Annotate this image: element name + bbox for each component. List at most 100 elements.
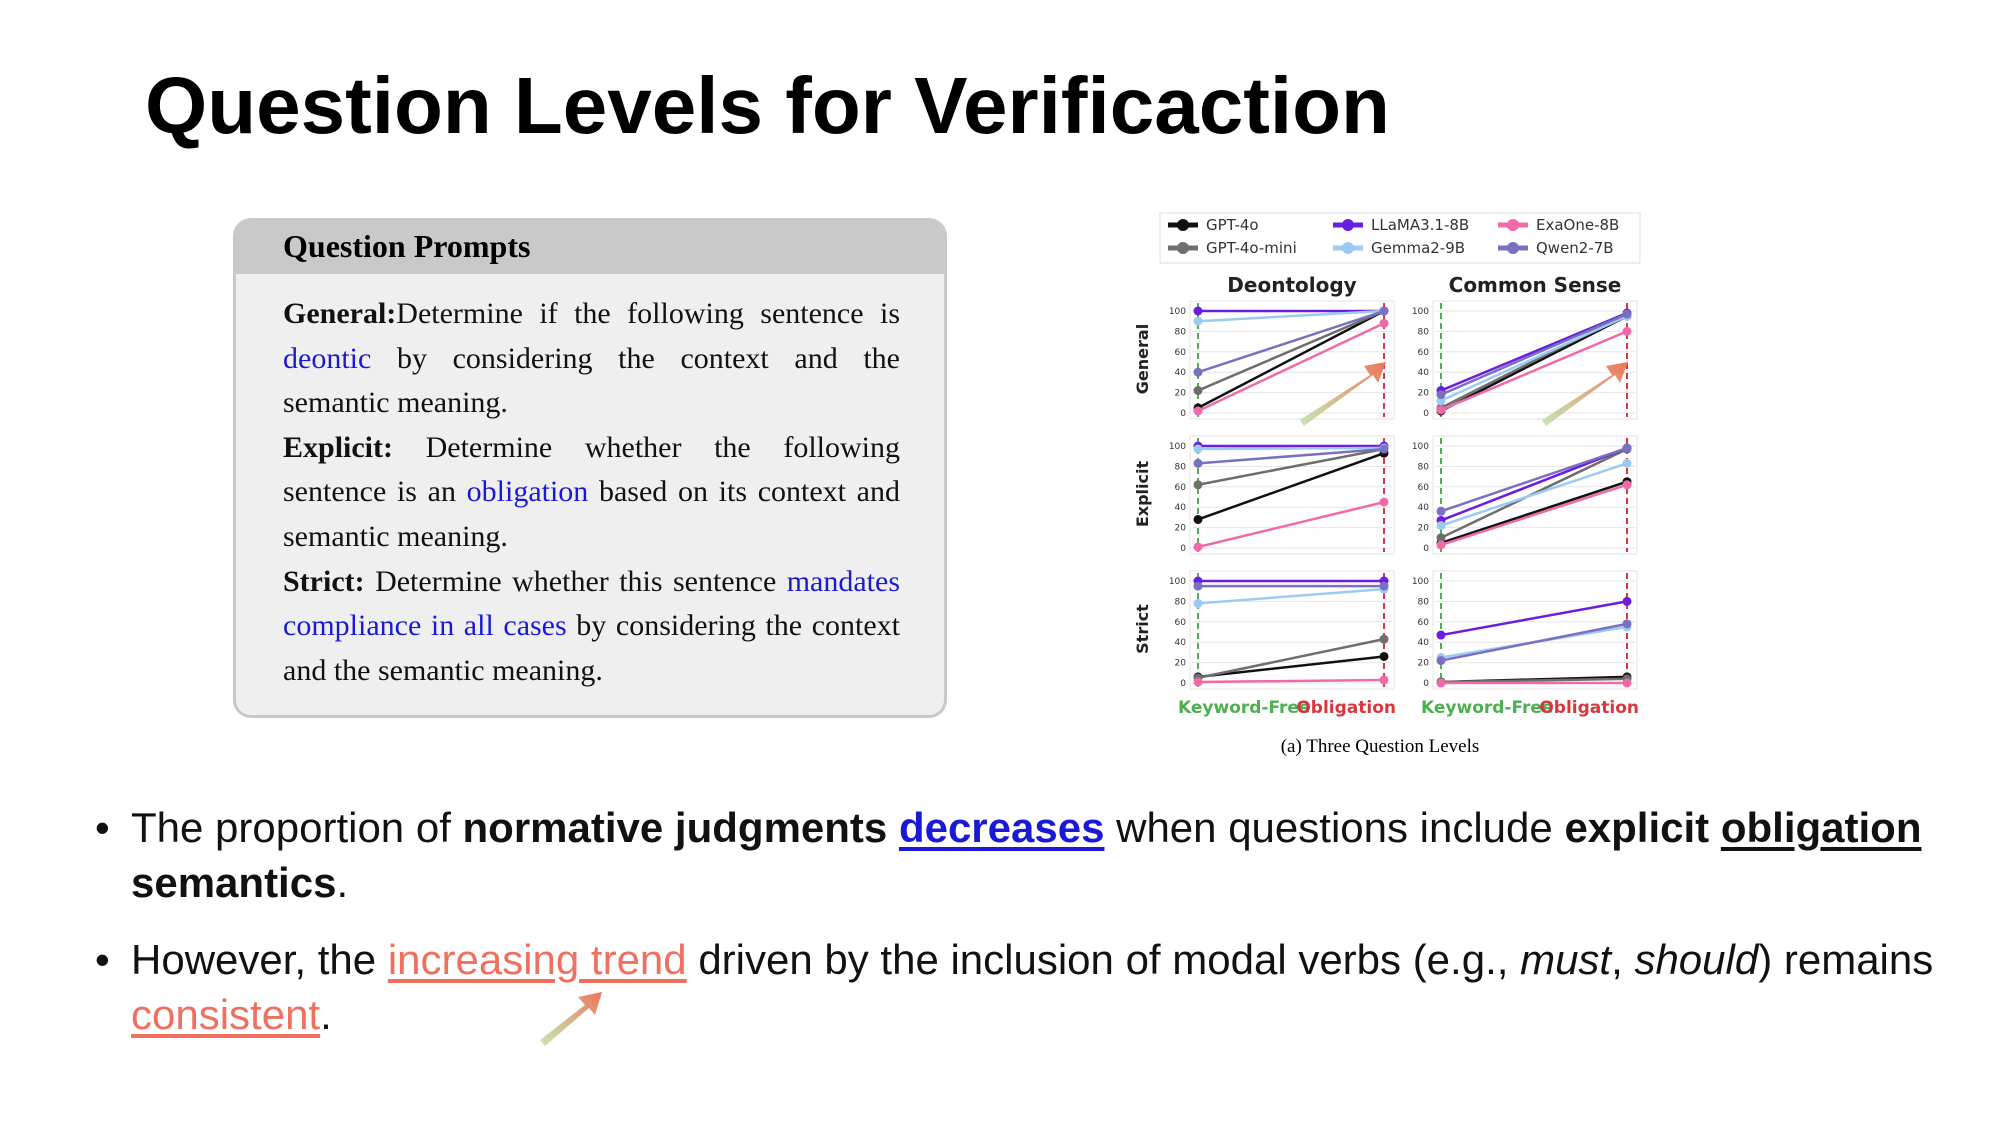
series-line xyxy=(1440,483,1628,547)
series-line xyxy=(1440,622,1628,662)
x-category-label: Obligation xyxy=(1539,698,1639,718)
y-tick-label: 40 xyxy=(1418,503,1430,513)
y-tick-label: 20 xyxy=(1175,524,1187,534)
y-tick-label: 40 xyxy=(1418,638,1430,648)
series-point xyxy=(1622,443,1632,453)
series-point xyxy=(1193,514,1203,524)
series-line xyxy=(1440,462,1628,527)
y-tick-label: 60 xyxy=(1175,618,1187,628)
y-tick-label: 60 xyxy=(1175,348,1187,358)
legend-dot xyxy=(1507,242,1519,254)
panel-frame xyxy=(1432,300,1638,420)
series-point xyxy=(1436,405,1446,415)
bullet-bold: obligation xyxy=(1720,804,1922,851)
series-line xyxy=(1197,309,1385,392)
series-line xyxy=(1197,309,1385,410)
y-tick-label: 0 xyxy=(1180,544,1186,554)
legend-label: LLaMA3.1-8B xyxy=(1371,216,1469,234)
column-title: Deontology xyxy=(1227,273,1356,297)
panel-frame xyxy=(1189,570,1395,690)
y-tick-label: 80 xyxy=(1418,462,1430,472)
series-point xyxy=(1193,458,1203,468)
prompt-text: Determine whether the following sentence… xyxy=(283,430,900,509)
series-line xyxy=(1197,446,1385,451)
row-title: Explicit xyxy=(1133,461,1152,528)
series-line xyxy=(1197,322,1385,413)
y-tick-label: 100 xyxy=(1169,442,1186,452)
prompt-label: General: xyxy=(283,297,397,330)
y-tick-label: 40 xyxy=(1418,368,1430,378)
prompt-item: General:Determine if the following sente… xyxy=(283,292,900,426)
bullet-text: However, the xyxy=(131,936,388,983)
prompt-text: based on its context and semantic meanin… xyxy=(283,475,900,553)
legend-dot xyxy=(1507,219,1519,231)
series-point xyxy=(1193,480,1203,490)
series-point xyxy=(1379,675,1389,685)
y-tick-label: 20 xyxy=(1418,389,1430,399)
series-point xyxy=(1436,678,1446,688)
series-line xyxy=(1440,480,1628,545)
y-tick-label: 100 xyxy=(1412,577,1429,587)
y-tick-label: 60 xyxy=(1175,483,1187,493)
series-point xyxy=(1193,598,1203,608)
series-point xyxy=(1193,444,1203,454)
series-point xyxy=(1379,581,1389,591)
panel-frame xyxy=(1432,435,1638,555)
plots: GPT-4o GPT-4o-mini LLaMA3.1-8B Gemma2-9B Exa… xyxy=(1133,216,1639,718)
series-point xyxy=(1436,540,1446,550)
series-point xyxy=(1379,306,1389,316)
series-point xyxy=(1622,309,1632,319)
legend-dot xyxy=(1342,242,1354,254)
bullet-text: . xyxy=(336,859,349,906)
bullet: The proportion of normative judgments de… xyxy=(95,800,1975,910)
panel-frame xyxy=(1189,300,1395,420)
prompt-text: by considering the context and the seman… xyxy=(283,609,900,687)
legend-frame xyxy=(1159,212,1641,264)
series-line xyxy=(1440,314,1628,413)
series-point xyxy=(1193,542,1203,552)
series-point xyxy=(1622,480,1632,490)
series-line xyxy=(1197,500,1385,549)
y-tick-label: 80 xyxy=(1175,327,1187,337)
series-point xyxy=(1436,533,1446,543)
series-point xyxy=(1622,619,1632,629)
series-point xyxy=(1379,318,1389,328)
figure-caption: (a) Three Question Levels xyxy=(1281,736,1480,757)
slide-title: Question Levels for Verificaction xyxy=(145,61,1390,150)
series-point xyxy=(1193,367,1203,377)
series-point xyxy=(1436,390,1446,400)
panel-frame xyxy=(1432,570,1638,690)
prompt-text: Determine whether this sentence xyxy=(364,564,787,598)
y-tick-label: 20 xyxy=(1418,524,1430,534)
y-tick-label: 100 xyxy=(1169,307,1186,317)
legend-dot xyxy=(1177,219,1189,231)
series-line xyxy=(1197,587,1385,605)
y-tick-label: 0 xyxy=(1180,409,1186,419)
y-tick-label: 0 xyxy=(1423,409,1429,419)
bullet-text: when questions include xyxy=(1104,804,1565,851)
bullet-bold: explicit xyxy=(1564,804,1721,851)
series-point xyxy=(1436,506,1446,516)
bullet-text: ) remains xyxy=(1758,936,1934,983)
bullet-italic: must xyxy=(1520,936,1612,983)
prompt-header: Question Prompts xyxy=(236,218,944,274)
y-tick-label: 60 xyxy=(1418,618,1430,628)
series-line xyxy=(1440,446,1628,513)
series-line xyxy=(1197,309,1385,374)
series-line xyxy=(1197,447,1385,486)
bullet-text: The proportion of xyxy=(131,804,463,851)
y-tick-label: 0 xyxy=(1180,679,1186,689)
series-point xyxy=(1193,406,1203,416)
x-category-label: Keyword-Free xyxy=(1421,698,1553,718)
prompt-text: by considering the context and the seman… xyxy=(283,341,900,420)
bullet-list: The proportion of normative judgments de… xyxy=(95,800,1975,1064)
y-tick-label: 40 xyxy=(1175,638,1187,648)
series-point xyxy=(1193,386,1203,396)
prompt-box: Question Prompts General:Determine if th… xyxy=(233,218,947,718)
bullet-bold: normative judgments xyxy=(462,804,899,851)
bullet-italic: should xyxy=(1634,936,1759,983)
series-line xyxy=(1197,655,1385,679)
prompt-keyword: obligation xyxy=(466,475,589,509)
